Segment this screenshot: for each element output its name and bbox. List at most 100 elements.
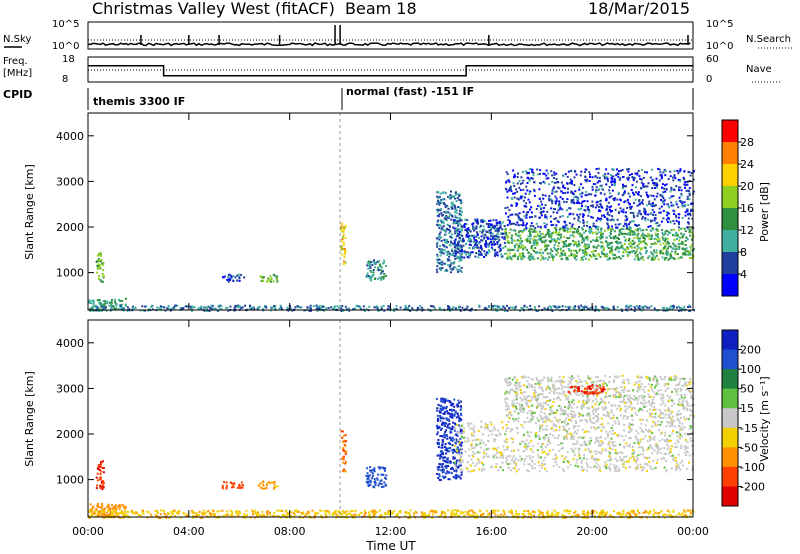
- heatmap-cell: [499, 244, 501, 247]
- heatmap-cell: [614, 449, 617, 452]
- heatmap-cell: [384, 476, 386, 479]
- heatmap-cell: [365, 480, 368, 483]
- heatmap-cell: [576, 245, 579, 248]
- heatmap-cell: [640, 253, 643, 256]
- heatmap-cell: [343, 253, 346, 256]
- heatmap-cell: [455, 193, 458, 196]
- heatmap-cell: [528, 190, 531, 193]
- heatmap-cell: [577, 305, 580, 308]
- heatmap-cell: [674, 459, 677, 462]
- heatmap-cell: [169, 309, 172, 312]
- heatmap-cell: [266, 484, 268, 487]
- heatmap-cell: [666, 203, 669, 206]
- heatmap-cell: [680, 232, 683, 235]
- heatmap-cell: [461, 459, 464, 462]
- heatmap-cell: [546, 307, 549, 310]
- heatmap-cell: [472, 434, 475, 437]
- heatmap-cell: [524, 443, 527, 446]
- heatmap-cell: [506, 447, 509, 450]
- heatmap-cell: [643, 171, 646, 174]
- heatmap-cell: [617, 211, 620, 214]
- heatmap-cell: [579, 436, 582, 439]
- heatmap-cell: [518, 245, 520, 248]
- heatmap-cell: [511, 234, 513, 237]
- heatmap-cell: [506, 463, 509, 465]
- heatmap-cell: [489, 232, 492, 235]
- heatmap-cell: [657, 230, 660, 232]
- heatmap-cell: [649, 176, 652, 179]
- heatmap-cell: [386, 307, 389, 310]
- heatmap-cell: [553, 305, 556, 308]
- heatmap-cell: [633, 458, 636, 461]
- heatmap-cell: [459, 450, 462, 453]
- heatmap-cell: [581, 428, 584, 431]
- heatmap-cell: [567, 461, 570, 464]
- heatmap-cell: [519, 182, 522, 185]
- heatmap-cell: [628, 243, 631, 246]
- heatmap-cell: [101, 303, 104, 306]
- heatmap-cell: [552, 177, 555, 179]
- heatmap-cell: [531, 216, 533, 218]
- heatmap-cell: [657, 445, 660, 448]
- heatmap-cell: [595, 452, 597, 455]
- heatmap-cell: [273, 486, 276, 489]
- heatmap-cell: [98, 469, 101, 471]
- heatmap-cell: [655, 222, 657, 225]
- heatmap-cell: [460, 418, 463, 421]
- heatmap-cell: [531, 248, 534, 251]
- heatmap-cell: [585, 180, 588, 183]
- heatmap-cell: [548, 195, 551, 198]
- heatmap-cell: [548, 305, 551, 308]
- cpid-segment-1: themis 3300 IF: [93, 95, 185, 108]
- heatmap-cell: [441, 406, 444, 409]
- heatmap-cell: [445, 227, 448, 230]
- heatmap-cell: [610, 247, 613, 250]
- heatmap-cell: [504, 229, 507, 232]
- heatmap-cell: [376, 307, 379, 310]
- heatmap-cell: [445, 429, 448, 432]
- heatmap-cell: [542, 210, 545, 213]
- heatmap-cell: [618, 433, 621, 436]
- heatmap-cell: [595, 227, 598, 230]
- heatmap-cell: [270, 278, 273, 281]
- heatmap-cell: [592, 222, 595, 225]
- heatmap-cell: [340, 309, 343, 312]
- heatmap-cell: [646, 243, 648, 246]
- heatmap-cell: [596, 415, 599, 418]
- heatmap-cell: [678, 229, 681, 232]
- heatmap-cell: [627, 201, 630, 204]
- heatmap-cell: [262, 279, 265, 282]
- heatmap-cell: [444, 475, 447, 478]
- heatmap-cell: [581, 249, 584, 252]
- heatmap-cell: [556, 437, 559, 440]
- heatmap-cell: [553, 238, 556, 241]
- heatmap-cell: [450, 261, 453, 264]
- heatmap-cell: [687, 221, 690, 224]
- heatmap-cell: [505, 438, 508, 441]
- heatmap-cell: [635, 459, 638, 462]
- heatmap-cell: [673, 234, 676, 237]
- heatmap-cell: [485, 251, 488, 254]
- heatmap-cell: [496, 221, 499, 224]
- heatmap-cell: [454, 252, 457, 255]
- heatmap-cell: [466, 437, 469, 440]
- heatmap-cell: [621, 458, 624, 461]
- heatmap-cell: [544, 436, 547, 439]
- heatmap-cell: [542, 172, 545, 175]
- heatmap-cell: [95, 508, 98, 511]
- heatmap-cell: [501, 236, 504, 239]
- heatmap-cell: [471, 432, 473, 435]
- heatmap-cell: [679, 236, 682, 239]
- heatmap-cell: [583, 224, 586, 227]
- heatmap-cell: [563, 470, 566, 473]
- heatmap-cell: [162, 306, 165, 308]
- heatmap-cell: [531, 168, 534, 171]
- heatmap-cell: [612, 254, 615, 257]
- heatmap-cell: [388, 305, 391, 308]
- freq-label-line2: [MHz]: [3, 68, 32, 79]
- heatmap-cell: [449, 263, 452, 266]
- heatmap-cell: [436, 237, 439, 240]
- heatmap-cell: [457, 245, 460, 248]
- heatmap-cell: [452, 456, 455, 459]
- heatmap-cell: [534, 306, 536, 309]
